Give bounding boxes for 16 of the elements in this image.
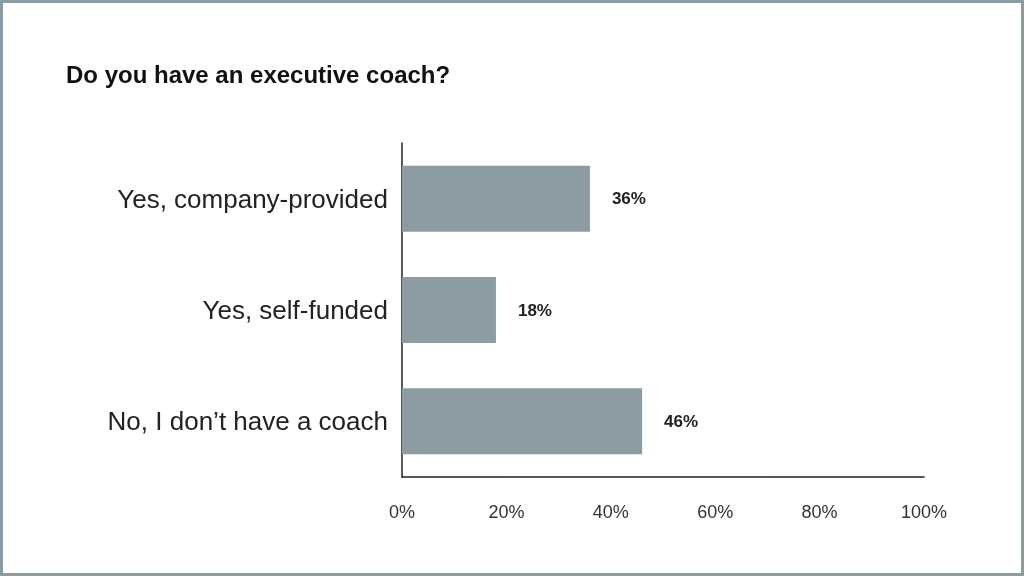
data-label: 36% — [611, 189, 646, 209]
y-tick-label: Yes, self-funded — [202, 295, 388, 325]
x-tick-label: 100% — [900, 502, 948, 522]
x-tick-label: 60% — [697, 502, 734, 522]
bar — [402, 277, 496, 343]
x-tick-label: 0% — [388, 502, 416, 522]
data-label: 46% — [664, 411, 699, 431]
bar — [402, 165, 590, 232]
y-tick-label: Yes, company-provided — [117, 183, 388, 214]
chart-title: Do you have an executive coach? — [66, 60, 451, 88]
data-label: 18% — [517, 300, 552, 320]
x-tick-label: 20% — [488, 502, 525, 522]
x-tick-label: 80% — [801, 502, 838, 522]
x-tick-label: 40% — [592, 502, 629, 522]
bar — [402, 388, 643, 455]
y-tick-label: No, I don’t have a coach — [107, 406, 388, 437]
